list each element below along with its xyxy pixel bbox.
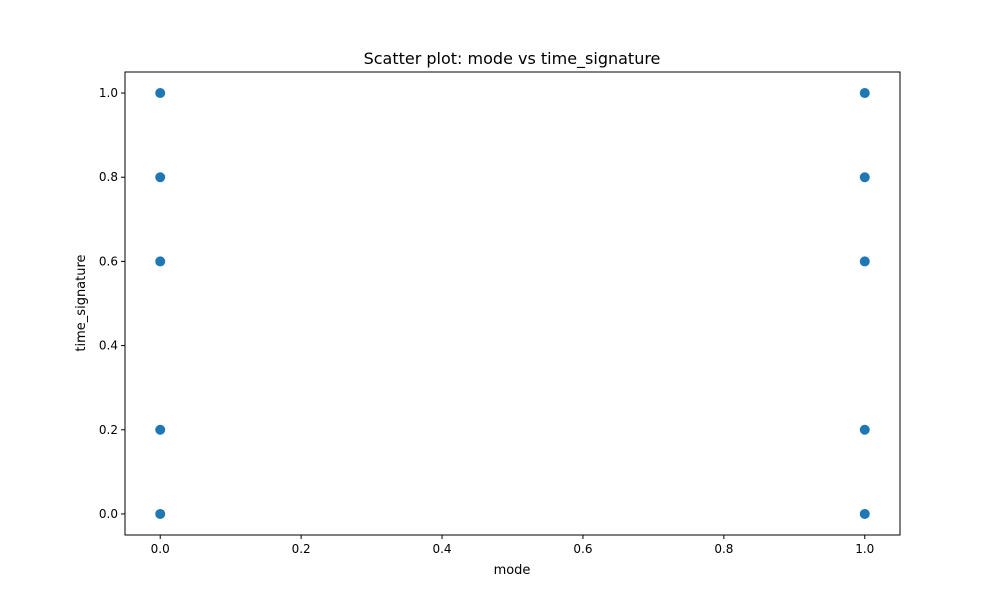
x-axis: 0.0 0.2 0.4 0.6 0.8 1.0 — [151, 535, 874, 556]
y-tick-label: 0.4 — [99, 339, 118, 353]
scatter-point — [155, 88, 166, 99]
y-tick-label: 1.0 — [99, 86, 118, 100]
scatter-point — [859, 88, 870, 99]
scatter-point — [155, 508, 166, 519]
x-tick-label: 1.0 — [855, 542, 874, 556]
plot-area — [124, 71, 901, 536]
x-tick-label: 0.2 — [292, 542, 311, 556]
y-axis: 0.0 0.2 0.4 0.6 0.8 1.0 — [99, 86, 125, 521]
x-tick-label: 0.4 — [432, 542, 451, 556]
x-tick-label: 0.6 — [573, 542, 592, 556]
y-tick-label: 0.0 — [99, 507, 118, 521]
y-tick-label: 0.8 — [99, 170, 118, 184]
scatter-point — [859, 424, 870, 435]
chart-title: Scatter plot: mode vs time_signature — [364, 49, 661, 69]
scatter-points — [155, 88, 870, 519]
scatter-point — [155, 424, 166, 435]
scatter-point — [859, 172, 870, 183]
y-tick-label: 0.2 — [99, 423, 118, 437]
x-tick-label: 0.8 — [714, 542, 733, 556]
scatter-point — [155, 256, 166, 267]
y-tick-label: 0.6 — [99, 254, 118, 268]
scatter-point — [859, 256, 870, 267]
plot-frame — [124, 71, 901, 536]
scatter-point — [155, 172, 166, 183]
scatter-point — [859, 508, 870, 519]
x-tick-label: 0.0 — [151, 542, 170, 556]
x-axis-label: mode — [494, 563, 531, 578]
y-axis-label: time_signature — [74, 254, 89, 351]
